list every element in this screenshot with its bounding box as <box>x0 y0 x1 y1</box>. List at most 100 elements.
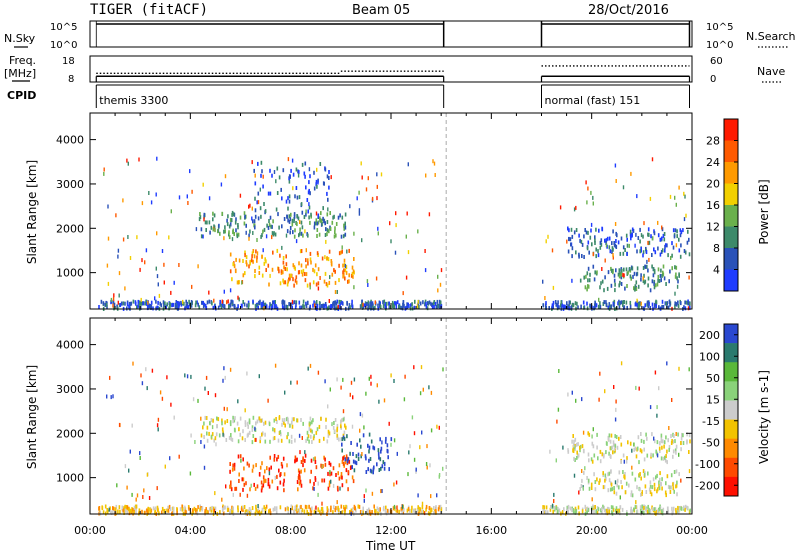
rti-cell <box>172 510 175 514</box>
rti-cell <box>369 457 372 461</box>
rti-cell <box>656 440 659 445</box>
rti-cell <box>680 506 683 511</box>
rti-cell <box>302 268 305 273</box>
rti-cell <box>233 466 236 471</box>
rti-cell <box>280 462 283 466</box>
beam-label: Beam 05 <box>352 3 410 18</box>
rti-cell <box>625 300 628 305</box>
rti-cell <box>163 303 165 308</box>
rti-cell <box>613 442 615 447</box>
rti-cell <box>191 189 193 194</box>
rti-cell <box>352 479 355 484</box>
rti-cell <box>379 437 381 442</box>
rti-cell <box>675 272 677 277</box>
rti-cell <box>653 436 655 441</box>
rti-cell <box>252 249 255 253</box>
rti-cell <box>554 300 557 304</box>
rti-cell <box>350 508 353 513</box>
rti-cell <box>324 457 326 462</box>
rti-cell <box>198 305 200 310</box>
rti-cell <box>656 473 658 478</box>
rti-cell <box>413 457 416 462</box>
rti-cell <box>639 249 641 254</box>
rti-cell <box>376 462 378 467</box>
rti-cell <box>544 296 546 300</box>
rti-cell <box>315 300 318 304</box>
rti-cell <box>317 492 319 497</box>
rti-cell <box>626 252 628 256</box>
rti-cell <box>261 418 263 423</box>
rti-cell <box>268 223 271 227</box>
rti-cell <box>246 262 248 267</box>
rti-cell <box>292 186 294 191</box>
rti-cell <box>276 166 279 171</box>
rti-cell <box>341 418 343 423</box>
rti-cell <box>613 447 616 451</box>
rti-cell <box>659 441 661 446</box>
rti-cell <box>631 509 633 514</box>
rti-cell <box>141 509 143 514</box>
rti-cell <box>273 457 276 462</box>
rti-cell <box>283 300 286 305</box>
rti-cell <box>680 436 683 441</box>
rti-cell <box>596 270 598 275</box>
rti-cell <box>367 467 369 472</box>
colorbar-segment <box>724 205 738 227</box>
rti-cell <box>578 490 580 495</box>
rti-cell <box>181 507 184 512</box>
rti-cell <box>311 506 313 511</box>
rti-cell <box>602 504 604 509</box>
rti-cell <box>339 213 341 218</box>
rti-cell <box>158 293 161 298</box>
rti-cell <box>161 510 163 515</box>
rti-cell <box>178 302 181 307</box>
rti-cell <box>179 507 182 512</box>
rti-cell <box>626 237 628 242</box>
rti-cell <box>302 233 304 238</box>
rti-cell <box>307 258 309 263</box>
rti-cell <box>406 304 408 309</box>
rti-cell <box>176 507 178 512</box>
rti-cell <box>594 241 596 245</box>
rti-cell <box>585 230 588 235</box>
rti-cell <box>246 461 249 466</box>
rti-cell <box>358 504 361 509</box>
rti-cell <box>285 417 288 422</box>
freq-ytick-bottom: 8 <box>68 74 74 85</box>
rti-cell <box>639 472 641 476</box>
rti-cell <box>324 462 327 467</box>
velocity-ylabel: Slant Range [km] <box>25 365 39 469</box>
rti-cell <box>560 300 563 305</box>
rti-cell <box>260 214 262 219</box>
rti-cell <box>389 221 391 226</box>
rti-cell <box>642 276 644 281</box>
rti-cell <box>431 303 433 307</box>
rti-cell <box>659 273 662 278</box>
rti-cell <box>360 161 362 166</box>
rti-cell <box>335 222 338 226</box>
rti-cell <box>128 511 131 516</box>
rti-cell <box>300 483 303 488</box>
rti-cell <box>587 452 590 457</box>
rti-cell <box>264 478 266 483</box>
rti-cell <box>380 466 382 471</box>
velocity-colorbar-label: Velocity [m s-1] <box>757 370 771 464</box>
rti-cell <box>684 250 687 255</box>
rti-cell <box>359 428 361 433</box>
rti-cell <box>594 238 596 243</box>
rti-cell <box>665 435 667 440</box>
rti-cell <box>591 459 594 464</box>
colorbar-tick-label: -100 <box>695 458 720 471</box>
rti-cell <box>118 422 121 427</box>
rti-cell <box>263 202 265 206</box>
rti-cell <box>367 176 369 181</box>
rti-cell <box>605 243 608 248</box>
rti-cell <box>557 506 559 511</box>
rti-cell <box>187 201 189 205</box>
rti-cell <box>627 440 629 445</box>
rti-cell <box>645 250 648 254</box>
rti-cell <box>619 280 621 285</box>
rti-cell <box>617 508 620 513</box>
rti-cell <box>222 430 224 435</box>
